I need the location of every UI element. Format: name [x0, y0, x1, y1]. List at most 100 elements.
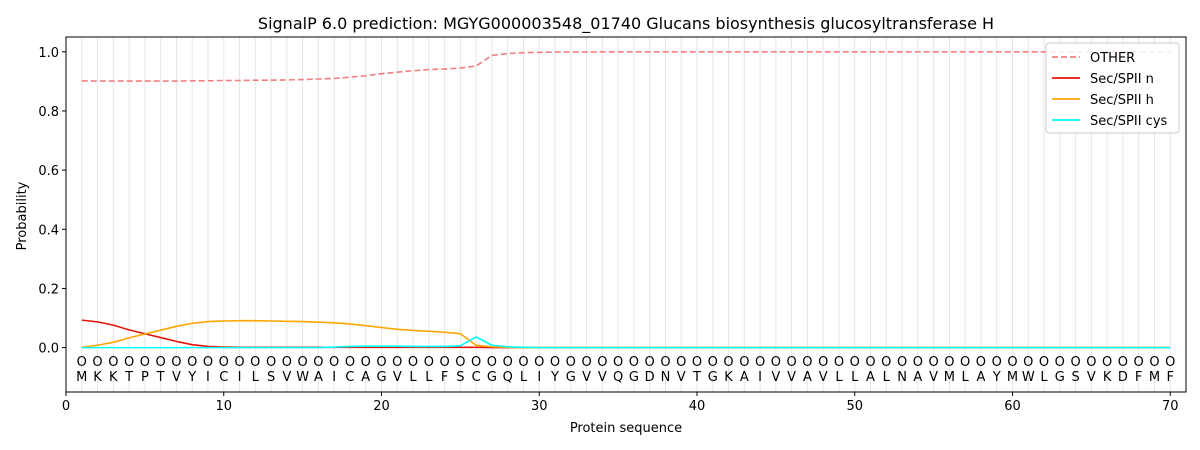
region-label: O: [755, 355, 765, 370]
residue-label: L: [835, 370, 843, 385]
series-line-sec-spii-n: [81, 319, 1171, 349]
residue-label: M: [1007, 370, 1018, 385]
grid-lines: [81, 37, 1171, 392]
region-label: O: [487, 355, 497, 370]
region-label: O: [329, 355, 339, 370]
residue-label: A: [866, 370, 875, 385]
y-tick-label: 0.8: [38, 105, 59, 120]
residue-label: K: [109, 370, 118, 385]
residue-label: L: [252, 370, 260, 385]
legend: OTHER Sec/SPII n Sec/SPII h Sec/SPII cys: [1045, 42, 1180, 134]
region-label: O: [850, 355, 860, 370]
region-label: O: [708, 355, 718, 370]
residue-label: V: [819, 370, 828, 385]
residue-label: S: [1071, 370, 1079, 385]
region-label: O: [897, 355, 907, 370]
residue-label: Y: [187, 370, 196, 385]
region-label: O: [1007, 355, 1017, 370]
residue-label: L: [851, 370, 859, 385]
x-tick-label: 50: [846, 399, 863, 414]
residue-label: F: [441, 370, 448, 385]
residue-label: K: [93, 370, 102, 385]
region-label: O: [976, 355, 986, 370]
residue-label: N: [661, 370, 671, 385]
region-label: O: [913, 355, 923, 370]
residue-label: C: [472, 370, 481, 385]
x-tick-label: 70: [1162, 399, 1179, 414]
region-label: O: [692, 355, 702, 370]
residue-label: C: [345, 370, 354, 385]
y-tick-label: 0.0: [38, 342, 59, 357]
residue-label: T: [156, 370, 165, 385]
region-label: O: [1165, 355, 1175, 370]
region-label: O: [376, 355, 386, 370]
residue-label: M: [76, 370, 87, 385]
region-label: O: [203, 355, 213, 370]
region-label: O: [313, 355, 323, 370]
region-label: O: [581, 355, 591, 370]
residue-label: P: [141, 370, 149, 385]
residue-label: L: [962, 370, 970, 385]
region-label: O: [439, 355, 449, 370]
residue-label: V: [677, 370, 686, 385]
region-label: O: [534, 355, 544, 370]
residue-label: A: [913, 370, 922, 385]
residue-label: I: [537, 370, 541, 385]
region-label: O: [818, 355, 828, 370]
region-label: O: [77, 355, 87, 370]
region-label: O: [345, 355, 355, 370]
x-axis-ticks: 0 10 20 30 40 50 60 70: [62, 392, 1179, 414]
region-label: O: [298, 355, 308, 370]
region-label: O: [944, 355, 954, 370]
region-label: O: [471, 355, 481, 370]
region-label: O: [676, 355, 686, 370]
region-label: O: [108, 355, 118, 370]
residue-label: W: [296, 370, 309, 385]
x-tick-label: 30: [531, 399, 548, 414]
residue-label: W: [1022, 370, 1035, 385]
legend-entry: OTHER: [1090, 51, 1135, 66]
residue-label: Y: [992, 370, 1001, 385]
y-axis-label: Probability: [15, 181, 30, 250]
region-label: O: [802, 355, 812, 370]
residue-label: L: [883, 370, 891, 385]
region-label: O: [250, 355, 260, 370]
region-label: O: [234, 355, 244, 370]
region-label: O: [408, 355, 418, 370]
legend-entry: Sec/SPII h: [1090, 93, 1154, 108]
legend-box: [1045, 42, 1180, 134]
region-label: O: [1149, 355, 1159, 370]
residue-label: T: [692, 370, 701, 385]
residue-label: S: [267, 370, 275, 385]
residue-label: V: [393, 370, 402, 385]
residue-label: M: [1149, 370, 1160, 385]
region-label: O: [455, 355, 465, 370]
region-label: O: [566, 355, 576, 370]
region-label: O: [282, 355, 292, 370]
residue-label: V: [929, 370, 938, 385]
residue-label: V: [582, 370, 591, 385]
region-label: O: [787, 355, 797, 370]
region-label: O: [771, 355, 781, 370]
region-label: O: [156, 355, 166, 370]
residue-label: A: [976, 370, 985, 385]
residue-label: C: [219, 370, 228, 385]
residue-label: V: [282, 370, 291, 385]
residue-label: L: [520, 370, 528, 385]
region-label: O: [613, 355, 623, 370]
region-label: O: [597, 355, 607, 370]
region-label: O: [518, 355, 528, 370]
residue-label: V: [172, 370, 181, 385]
residue-label: F: [1166, 370, 1173, 385]
region-label: O: [92, 355, 102, 370]
residue-label: I: [238, 370, 242, 385]
series-lines: [81, 50, 1171, 349]
residue-label: Q: [613, 370, 623, 385]
region-label: O: [723, 355, 733, 370]
residue-label: V: [771, 370, 780, 385]
series-line-sec-spii-cys: [81, 336, 1171, 349]
residue-label: Y: [550, 370, 559, 385]
region-label: O: [834, 355, 844, 370]
y-tick-label: 0.4: [38, 223, 59, 238]
